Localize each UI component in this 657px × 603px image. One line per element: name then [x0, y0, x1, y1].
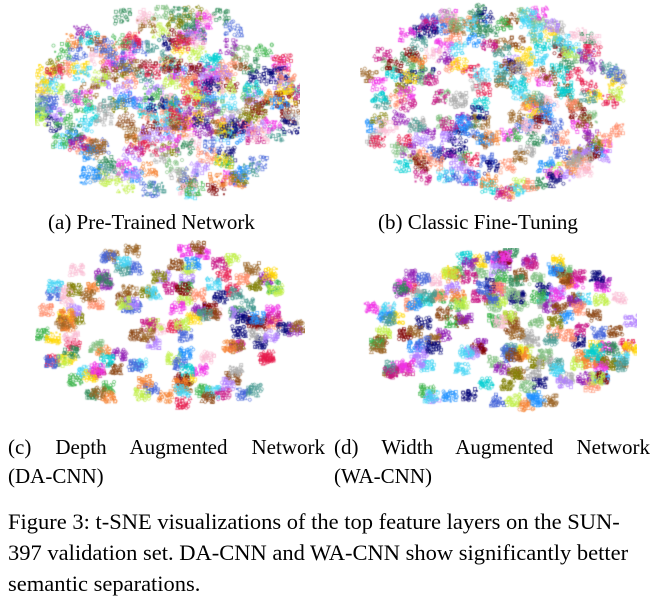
panel-b-plot: [360, 2, 630, 202]
tsne-scatter-c: [35, 240, 305, 415]
panel-d-caption-line1: (d) Width Augmented Network: [334, 435, 650, 459]
tsne-scatter-b: [360, 2, 630, 202]
panel-d-caption-line2: (WA-CNN): [334, 464, 432, 488]
panel-c-caption-line1: (c) Depth Augmented Network: [8, 435, 325, 459]
panel-c-caption-line2: (DA-CNN): [8, 464, 104, 488]
panel-c-plot: [35, 240, 305, 415]
panel-a-caption: (a) Pre-Trained Network: [48, 210, 255, 234]
tsne-scatter-a: [35, 2, 300, 202]
panel-b-caption: (b) Classic Fine-Tuning: [378, 210, 578, 234]
figure-caption: Figure 3: t-SNE visualizations of the to…: [8, 509, 629, 596]
panel-a-plot: [35, 2, 300, 202]
panel-d-plot: [362, 248, 637, 413]
tsne-scatter-d: [362, 248, 637, 413]
